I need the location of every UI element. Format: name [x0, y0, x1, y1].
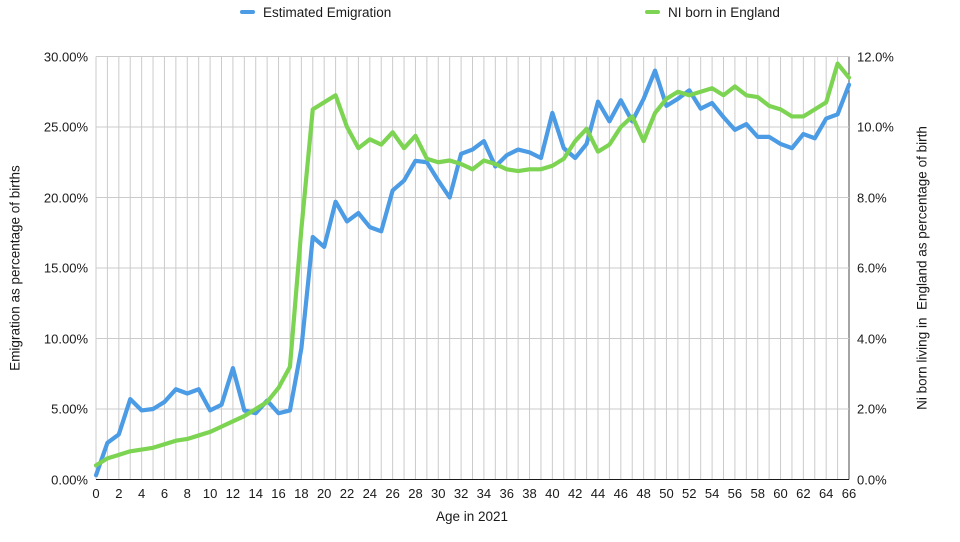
- x-axis-tick-label: 14: [248, 486, 263, 501]
- x-axis-tick-label: 46: [613, 486, 629, 501]
- x-axis-tick-label: 8: [183, 486, 191, 501]
- x-axis-tick-label: 2: [115, 486, 123, 501]
- x-axis-title: Age in 2021: [435, 509, 509, 524]
- x-axis-tick-label: 28: [408, 486, 423, 501]
- x-axis-tick-label: 66: [841, 486, 857, 501]
- x-axis-tick-label: 40: [545, 486, 560, 501]
- x-axis-tick-label: 4: [138, 486, 146, 501]
- x-axis-tick-label: 22: [339, 486, 355, 501]
- left-axis-tick-label: 0.00%: [51, 472, 88, 487]
- x-axis-tick-label: 58: [750, 486, 765, 501]
- x-axis-tick-label: 52: [682, 486, 697, 501]
- x-axis-tick-label: 0: [92, 486, 100, 501]
- right-axis-tick-label: 10.0%: [857, 119, 894, 135]
- right-axis-tick-label: 2.0%: [857, 401, 887, 417]
- x-axis-tick-label: 24: [362, 486, 378, 501]
- x-axis-tick-label: 30: [431, 486, 446, 501]
- left-axis-tick-label: 30.00%: [43, 49, 88, 64]
- x-axis-tick-label: 48: [636, 486, 651, 501]
- legend-label: NI born in England: [668, 4, 780, 20]
- legend-item-estimated-emigration: Estimated Emigration: [240, 3, 391, 21]
- x-axis-tick-label: 56: [727, 486, 743, 501]
- series-line-ni-born-in-england: [93, 61, 852, 468]
- right-axis-title: Ni born living in England as percentage …: [914, 126, 930, 410]
- x-axis-tick-label: 50: [659, 486, 674, 501]
- x-axis-tick-label: 62: [796, 486, 811, 501]
- x-axis-tick-label: 38: [522, 486, 537, 501]
- x-axis-tick-label: 42: [567, 486, 583, 501]
- x-axis-tick-label: 12: [225, 486, 241, 501]
- x-axis-tick-label: 18: [294, 486, 309, 501]
- series-line-estimated-emigration: [93, 68, 852, 478]
- x-axis-tick-label: 54: [704, 486, 720, 501]
- x-axis-tick-label: 26: [385, 486, 400, 501]
- right-axis-tick-label: 0.0%: [857, 472, 887, 487]
- x-axis-tick-label: 32: [453, 486, 469, 501]
- left-axis-tick-label: 15.00%: [43, 260, 88, 276]
- x-axis-tick-label: 10: [202, 486, 218, 501]
- legend-item-ni-born-in-england: NI born in England: [645, 3, 780, 21]
- legend-label: Estimated Emigration: [263, 4, 392, 20]
- right-axis-tick-label: 8.0%: [857, 190, 887, 205]
- left-axis-tick-label: 10.00%: [43, 331, 88, 346]
- legend-swatch-green-icon: [645, 10, 660, 14]
- x-axis-tick-label: 34: [476, 486, 492, 501]
- left-axis-tick-label: 25.00%: [43, 119, 88, 135]
- x-axis-tick-label: 6: [160, 486, 169, 501]
- right-axis-tick-label: 6.0%: [857, 260, 887, 276]
- right-axis-tick-label: 4.0%: [857, 331, 887, 346]
- legend-swatch-blue-icon: [240, 10, 255, 14]
- left-axis-tick-label: 20.00%: [43, 190, 88, 205]
- right-axis-tick-label: 12.0%: [857, 49, 894, 64]
- left-axis-title: Emigration as percentage of births: [7, 165, 23, 371]
- x-axis-tick-label: 60: [773, 486, 788, 501]
- x-axis-tick-label: 16: [271, 486, 286, 501]
- x-axis-tick-label: 36: [499, 486, 514, 501]
- left-axis-tick-label: 5.00%: [51, 401, 88, 417]
- x-axis-tick-label: 44: [590, 486, 606, 501]
- x-axis-tick-label: 64: [818, 486, 834, 501]
- x-axis-tick-label: 20: [316, 486, 332, 501]
